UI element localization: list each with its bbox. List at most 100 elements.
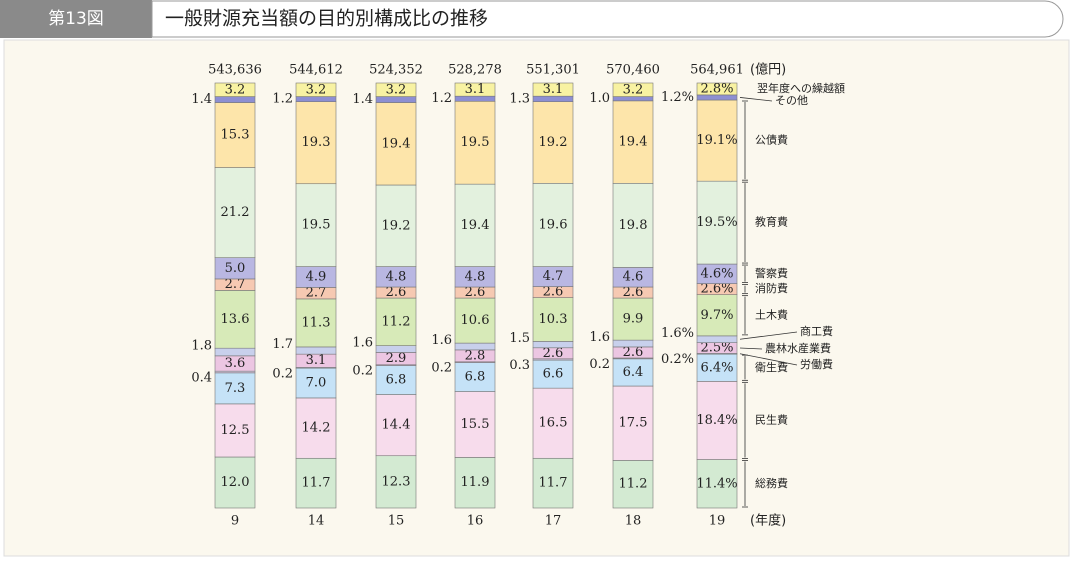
legend-label: 土木費 xyxy=(755,307,788,321)
bar-segment xyxy=(295,346,337,355)
value-label: 19.1% xyxy=(696,133,737,148)
value-label: 1.6% xyxy=(661,326,694,341)
bar-segment xyxy=(454,391,496,458)
value-label: 19.6 xyxy=(539,217,568,232)
value-label: 3.1 xyxy=(465,82,486,97)
value-label: 9.9 xyxy=(623,312,644,327)
bar-segment xyxy=(532,297,574,342)
bar-segment xyxy=(696,335,738,343)
value-label: 4.8 xyxy=(386,269,407,284)
value-label: 19.4 xyxy=(619,135,648,150)
value-label: 7.3 xyxy=(225,381,246,396)
x-tick-label: 9 xyxy=(231,514,239,529)
figure-number: 第13図 xyxy=(48,9,104,29)
value-label: 11.3 xyxy=(302,315,331,330)
bar-segment xyxy=(295,183,337,267)
value-label: 0.2 xyxy=(589,357,610,372)
bar-segment xyxy=(375,455,417,509)
bar-segment xyxy=(214,290,256,349)
bar-segment xyxy=(696,353,738,382)
bar-segment xyxy=(612,183,654,268)
legend-label: 民生費 xyxy=(755,412,788,426)
value-label: 2.6 xyxy=(543,346,564,361)
value-label: 11.4% xyxy=(696,476,737,491)
value-label: 15.3 xyxy=(221,128,250,143)
value-label: 10.3 xyxy=(539,312,568,327)
bar-segment xyxy=(214,403,256,458)
value-label: 6.4% xyxy=(700,360,733,375)
bar-segment xyxy=(612,82,654,97)
x-unit-label: (年度) xyxy=(750,513,786,529)
value-label: 3.2 xyxy=(623,82,644,97)
value-label: 19.3 xyxy=(302,135,331,150)
value-label: 13.6 xyxy=(221,312,250,327)
value-label: 19.2 xyxy=(539,135,568,150)
value-label: 19.5% xyxy=(696,215,737,230)
value-label: 15.5 xyxy=(461,417,490,432)
value-label: 3.1 xyxy=(306,353,327,368)
value-label: 11.9 xyxy=(461,475,490,490)
value-label: 1.2 xyxy=(431,91,452,106)
value-label: 18.4% xyxy=(696,413,737,428)
value-label: 2.8 xyxy=(465,348,486,363)
value-label: 11.7 xyxy=(302,476,331,491)
bar-segment xyxy=(532,387,574,459)
bar-segment xyxy=(375,297,417,346)
bar-segment xyxy=(612,297,654,341)
figure-box xyxy=(0,0,152,38)
x-tick-label: 18 xyxy=(625,514,642,529)
legend-arrow xyxy=(739,353,798,366)
value-label: 19.2 xyxy=(382,218,411,233)
value-label: 1.3 xyxy=(509,91,530,106)
value-label: 6.4 xyxy=(623,365,644,380)
value-label: 4.8 xyxy=(465,269,486,284)
value-label: 2.6 xyxy=(543,285,564,300)
total-label: 551,301 xyxy=(526,63,580,78)
bar-segment xyxy=(454,342,496,351)
value-label: 5.0 xyxy=(225,261,246,276)
bar-segment xyxy=(214,372,256,405)
legend-label: 総務費 xyxy=(755,476,788,490)
value-label: 1.2% xyxy=(661,90,694,105)
value-label: 1.2 xyxy=(272,92,293,107)
value-label: 0.2 xyxy=(431,361,452,376)
value-label: 3.1 xyxy=(543,82,564,97)
value-label: 4.9 xyxy=(306,270,327,285)
value-label: 2.9 xyxy=(386,351,407,366)
chart-title: 一般財源充当額の目的別構成比の推移 xyxy=(165,8,488,30)
bar-segment xyxy=(696,459,738,509)
bar-segment xyxy=(696,381,738,460)
value-label: 1.0 xyxy=(589,91,610,106)
bar-segment xyxy=(375,184,417,267)
value-label: 12.3 xyxy=(382,474,411,489)
legend-label: 消防費 xyxy=(755,281,788,295)
value-label: 3.2 xyxy=(225,82,246,97)
value-label: 19.5 xyxy=(302,218,331,233)
bar-segment xyxy=(532,359,574,389)
legend-label: 衛生費 xyxy=(755,360,788,374)
value-label: 21.2 xyxy=(221,205,250,220)
legend-label: 翌年度への繰越額 xyxy=(757,81,845,95)
bar-segment xyxy=(375,345,417,353)
value-label: 1.6 xyxy=(352,336,373,351)
value-label: 0.4 xyxy=(191,371,212,386)
value-label: 1.8 xyxy=(191,339,212,354)
value-label: 19.5 xyxy=(461,135,490,150)
bar-segment xyxy=(612,385,654,461)
value-label: 19.8 xyxy=(619,218,648,233)
legend-label: 公債費 xyxy=(755,133,788,147)
value-label: 19.4 xyxy=(382,136,411,151)
value-label: 6.8 xyxy=(465,370,486,385)
value-label: 2.6% xyxy=(700,282,733,297)
bar-segment xyxy=(295,82,337,97)
value-label: 14.4 xyxy=(382,418,411,433)
value-label: 3.2 xyxy=(386,82,407,97)
value-label: 9.7% xyxy=(700,308,733,323)
value-label: 7.0 xyxy=(306,376,327,391)
value-label: 1.5 xyxy=(509,331,530,346)
bar-segment xyxy=(612,358,654,387)
value-label: 11.2 xyxy=(382,314,411,329)
legend-label: 労働費 xyxy=(800,357,833,371)
value-label: 1.6 xyxy=(431,333,452,348)
